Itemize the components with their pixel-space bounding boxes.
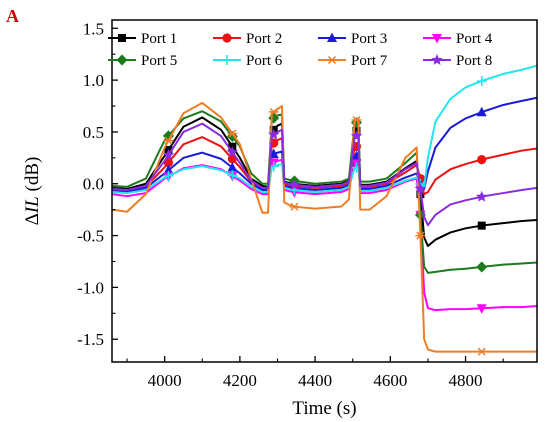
legend-marker-port-7 [327,55,337,65]
series-line-port-5 [112,110,537,274]
x-tick-label-4800: 4800 [449,371,483,390]
series-port-8 [112,122,537,227]
legend-marker-port-1 [118,34,126,42]
plot-area [112,64,537,356]
x-axis-title: Time (s) [292,398,356,419]
y-axis-title-variable: IL [22,196,43,214]
legend-label-port-3: Port 3 [351,31,387,47]
series-line-port-7 [112,101,537,353]
y-axis-title-prefix: Δ [22,213,43,225]
legend-label-port-8: Port 8 [456,53,492,69]
legend-item-port-7: Port 7 [318,53,388,69]
plot-frame [111,19,538,363]
x-tick-label-4600: 4600 [373,371,407,390]
series-line-port-4 [112,158,537,312]
legend-marker-port-8 [431,54,443,65]
legend-label-port-7: Port 7 [351,53,388,69]
legend-marker-port-4 [432,34,442,44]
data-point-port-6-1 [163,170,174,181]
series-line-port-3 [112,96,537,194]
series-line-port-8 [112,122,537,227]
legend-marker-port-5 [116,54,128,66]
y-axis-title: ΔIL (dB) [22,157,43,226]
data-point-port-7-6 [415,231,426,240]
series-port-4 [112,158,537,314]
legend-marker-port-2 [222,33,232,43]
data-point-port-3-2 [227,162,238,172]
legend-item-port-1: Port 1 [108,31,177,47]
y-tick-label-6: 1.5 [83,19,104,38]
y-tick-label-3: 0.0 [83,175,104,194]
data-point-port-3-7 [476,106,487,117]
legend-item-port-2: Port 2 [213,31,282,47]
legend: Port 1 Port 2 Port 3 Port 4 Port 5 Port 6 Port… [108,31,493,69]
panel-letter: A [6,6,19,26]
axes: 4000 4200 4400 4600 4800 -1.5 -1.0 -0.5 0.0 0.5 1.… [77,19,538,390]
y-tick-label-4: 0.5 [83,123,104,142]
data-point-port-8-3 [268,128,280,140]
data-point-port-8-7 [476,190,488,202]
data-point-port-7-1 [163,136,174,145]
data-point-port-7-3 [268,107,279,116]
data-point-port-3-1 [163,164,174,175]
legend-item-port-8: Port 8 [423,53,492,69]
data-point-port-1-7 [477,221,486,230]
data-point-port-8-5 [350,130,363,141]
data-point-port-6-2 [227,170,238,181]
legend-marker-port-6 [222,55,232,65]
data-point-port-8-4 [288,178,301,190]
y-axis-title-unit: (dB) [22,157,43,197]
data-point-port-8-1 [162,149,175,160]
y-tick-label-0: -1.5 [77,330,104,349]
data-point-port-7-5 [351,115,362,125]
legend-marker-port-3 [327,32,337,42]
legend-item-port-3: Port 3 [318,31,387,47]
data-point-port-7-4 [289,202,300,211]
x-tick-label-4000: 4000 [148,371,182,390]
legend-item-port-6: Port 6 [213,53,283,69]
data-point-port-5-3 [268,112,280,124]
data-point-port-8-6 [414,182,427,194]
legend-label-port-2: Port 2 [246,31,282,47]
data-point-port-6-7 [476,76,487,87]
data-point-port-7-2 [227,129,238,138]
y-tick-label-1: -1.0 [77,278,104,297]
data-point-port-8-2 [226,146,239,158]
series-port-7 [112,101,537,356]
y-tick-label-2: -0.5 [77,227,104,246]
x-tick-label-4200: 4200 [223,371,257,390]
data-point-port-5-7 [476,261,488,273]
series-line-port-1 [112,116,537,247]
data-point-port-2-7 [477,154,487,165]
legend-label-port-5: Port 5 [141,53,177,69]
data-point-port-7-7 [476,347,487,356]
legend-label-port-4: Port 4 [456,31,493,47]
series-group [112,64,537,356]
series-line-port-6 [112,64,537,195]
y-tick-label-5: 1.0 [83,71,104,90]
series-port-1 [112,116,537,247]
legend-item-port-4: Port 4 [423,31,493,47]
data-point-port-4-7 [476,304,487,314]
legend-item-port-5: Port 5 [108,53,177,69]
series-port-6 [112,64,537,196]
x-tick-label-4400: 4400 [298,371,332,390]
legend-label-port-1: Port 1 [141,31,177,47]
legend-label-port-6: Port 6 [246,53,283,69]
